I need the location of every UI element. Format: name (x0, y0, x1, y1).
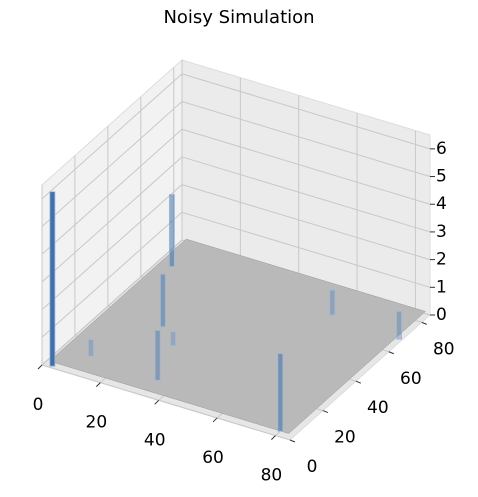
grid-line (41, 239, 183, 366)
tick-mark (154, 399, 160, 405)
z-tick-label: 1 (436, 277, 447, 297)
grid-line (181, 184, 431, 261)
grid-line (41, 128, 183, 255)
grid-line (181, 101, 431, 178)
bar (160, 273, 166, 328)
grid-line (41, 156, 183, 283)
grid-line (41, 101, 183, 227)
grid-line (181, 156, 431, 233)
grid-line (41, 184, 183, 310)
grid-line (41, 73, 183, 200)
bar (396, 311, 402, 340)
tick-mark (421, 321, 427, 325)
bar (329, 289, 336, 316)
tick-mark (322, 410, 329, 414)
noise-floor (48, 238, 426, 434)
z-tick-label: 4 (436, 194, 447, 214)
y-tick-label: 40 (367, 398, 389, 418)
bar (168, 194, 175, 267)
bar (170, 331, 177, 346)
grid-line (181, 128, 431, 205)
bar (49, 191, 56, 367)
x-tick-label: 80 (261, 466, 283, 486)
grid-line (181, 211, 431, 288)
z-tick-label: 0 (436, 305, 447, 325)
tick-mark (95, 382, 101, 388)
grid-line (41, 211, 183, 338)
tick-mark (289, 439, 296, 443)
bar (277, 353, 284, 432)
x-tick-label: 60 (202, 448, 224, 468)
grid-line (181, 73, 431, 150)
tick-mark (388, 351, 395, 355)
z-tick-label: 3 (436, 222, 447, 242)
bar (88, 339, 94, 357)
tick-mark (212, 417, 218, 423)
y-tick-label: 20 (334, 428, 356, 448)
chart-title: Noisy Simulation (163, 7, 314, 28)
z-tick-label: 6 (436, 139, 447, 159)
z-tick-label: 5 (436, 167, 447, 187)
x-tick-label: 0 (33, 395, 44, 415)
y-tick-label: 0 (307, 457, 318, 477)
grid-line (41, 364, 291, 441)
tick-mark (355, 380, 362, 384)
x-tick-label: 40 (144, 430, 166, 450)
bar (154, 330, 161, 381)
y-tick-label: 80 (433, 339, 455, 359)
tick-mark (37, 364, 43, 370)
tick-mark (271, 435, 276, 440)
y-tick-label: 60 (400, 369, 422, 389)
z-tick-label: 2 (436, 250, 447, 270)
x-tick-label: 20 (86, 413, 108, 433)
